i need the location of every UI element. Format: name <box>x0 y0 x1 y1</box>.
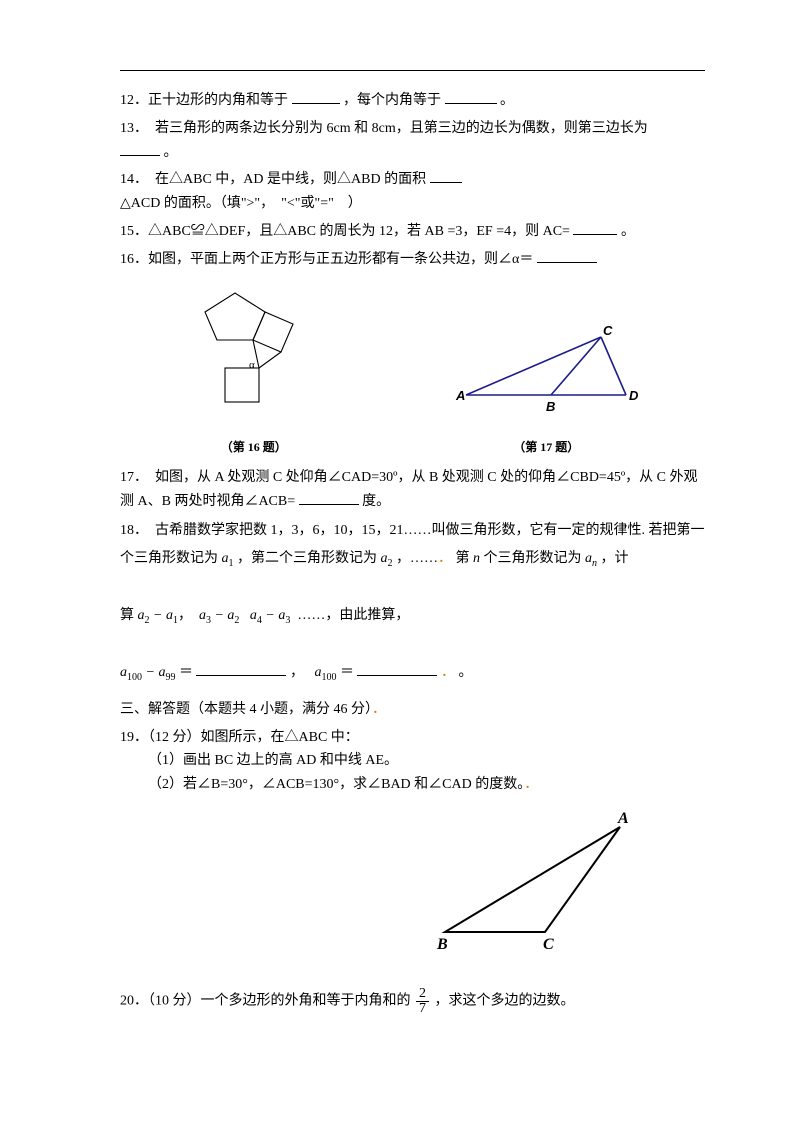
c1: ， <box>178 608 192 623</box>
figures-row: α （第 16 题） A B C D （第 17 题） <box>120 290 705 458</box>
orange-dot-4: ． <box>524 777 538 792</box>
q18-an: a <box>585 551 592 566</box>
figure-17-svg: A B C D <box>446 325 646 425</box>
q19-p2: （2）若∠B=30°，∠ACB=130°，求∠BAD 和∠CAD 的度数。 <box>148 777 524 792</box>
fig17-label-c: C <box>603 325 613 338</box>
orange-dot-1: ． <box>438 551 452 566</box>
q13-blank <box>120 155 160 156</box>
figure-16: α （第 16 题） <box>179 290 329 458</box>
question-15: 15．△ABC≌△DEF，且△ABC 的周长为 12，若 AB =3，EF =4… <box>120 220 705 244</box>
figure-17: A B C D （第 17 题） <box>446 325 646 458</box>
l3comma: ， <box>290 665 304 680</box>
e1a: a <box>138 608 145 623</box>
l3eq2: ＝ <box>340 665 358 680</box>
q18-l2b: ……，由此推算， <box>297 608 409 623</box>
fig17-label-d: D <box>629 388 639 403</box>
l3end: 。 <box>458 665 472 680</box>
question-12: 12．正十边形的内角和等于 ，每个内角等于 。 <box>120 89 705 113</box>
q17-text-a: 17． 如图，从 A 处观测 C 处仰角∠CAD=30º，从 B 处观测 C 处… <box>120 470 698 509</box>
e2s2: 2 <box>234 615 239 626</box>
top-rule <box>120 70 705 71</box>
q18-blank-2 <box>357 675 437 676</box>
orange-dot-3: ． <box>372 702 386 717</box>
question-17: 17． 如图，从 A 处观测 C 处仰角∠CAD=30º，从 B 处观测 C 处… <box>120 466 705 514</box>
q13-text-a: 13． 若三角形的两条边长分别为 6cm 和 8cm，且第三边的边长为偶数，则第… <box>120 121 648 136</box>
l3s3: 100 <box>321 672 336 683</box>
q14-blank <box>430 182 462 183</box>
q18-a1: a <box>222 551 229 566</box>
q15-blank <box>573 234 617 235</box>
e2m: − <box>211 608 227 623</box>
q18-l2a: 算 <box>120 608 134 623</box>
q15-text-a: 15．△ABC≌△DEF，且△ABC 的周长为 12，若 AB =3，EF =4… <box>120 224 570 239</box>
question-20: 20．（10 分）一个多边形的外角和等于内角和的 2 7 ，求这个多边的边数。 <box>120 987 705 1016</box>
q18-sn: n <box>592 558 597 569</box>
q12-blank-2 <box>445 103 497 104</box>
fig19-label-b: B <box>436 936 448 953</box>
e3a: a <box>250 608 257 623</box>
l3a: a <box>120 665 127 680</box>
alpha-label: α <box>249 359 255 371</box>
fig17-label-a: A <box>455 388 465 403</box>
q20-frac-num: 2 <box>416 987 429 1002</box>
q20-text-b: ，求这个多边的边数。 <box>435 994 575 1009</box>
q18-blank-1 <box>196 675 286 676</box>
l3eq: ＝ <box>179 665 197 680</box>
e3m: − <box>262 608 278 623</box>
figure-19: A B C <box>120 807 645 957</box>
q12-text-c: 。 <box>500 93 514 108</box>
e1b: a <box>166 608 173 623</box>
question-18: 18． 古希腊数学家把数 1，3，6，10，15，21……叫做三角形数，它有一定… <box>120 517 705 687</box>
q18-a2: a <box>381 551 388 566</box>
l3m: − <box>142 665 158 680</box>
question-14: 14． 在△ABC 中，AD 是中线，则△ABD 的面积 △ACD 的面积。（填… <box>120 168 705 216</box>
q15-text-b: 。 <box>621 224 635 239</box>
q16-text-a: 16．如图，平面上两个正方形与正五边形都有一条公共边，则∠α＝ <box>120 252 533 267</box>
q20-frac-den: 7 <box>416 1002 429 1016</box>
fig19-label-a: A <box>617 810 629 827</box>
e1m: − <box>150 608 166 623</box>
e2a: a <box>199 608 206 623</box>
q18-l1c: ，…… <box>396 551 438 566</box>
figure-16-svg: α <box>179 290 329 425</box>
q12-blank-1 <box>292 103 340 104</box>
l3s1: 100 <box>127 672 142 683</box>
q20-text-a: 20．（10 分）一个多边形的外角和等于内角和的 <box>120 994 411 1009</box>
q13-text-b: 。 <box>164 145 178 160</box>
q19-p1: （1）画出 BC 边上的高 AD 和中线 AE。 <box>148 753 398 768</box>
q14-text-a: 14． 在△ABC 中，AD 是中线，则△ABD 的面积 <box>120 172 426 187</box>
section-3-title: 三、解答题（本题共 4 小题，满分 46 分）． <box>120 698 705 722</box>
q19-head: 19．（12 分）如图所示，在△ABC 中： <box>120 730 359 745</box>
q18-n: n <box>473 551 480 566</box>
figure-17-caption: （第 17 题） <box>446 437 646 457</box>
q17-text-b: 度。 <box>362 494 390 509</box>
fig17-label-b: B <box>546 399 555 414</box>
figure-19-svg: A B C <box>415 807 645 957</box>
fig19-label-c: C <box>543 936 554 953</box>
q17-blank <box>299 504 359 505</box>
page: 12．正十边形的内角和等于 ，每个内角等于 。 13． 若三角形的两条边长分别为… <box>0 0 800 1132</box>
q16-blank <box>537 262 597 263</box>
q18-l1b: ，第二个三角形数记为 <box>237 551 377 566</box>
figure-16-caption: （第 16 题） <box>179 437 329 457</box>
q20-fraction: 2 7 <box>416 987 429 1016</box>
e3s2: 3 <box>285 615 290 626</box>
q12-text-a: 12．正十边形的内角和等于 <box>120 93 288 108</box>
question-13: 13． 若三角形的两条边长分别为 6cm 和 8cm，且第三边的边长为偶数，则第… <box>120 117 705 165</box>
q18-l1d: 第 <box>456 551 470 566</box>
q18-l1e: 个三角形数记为 <box>484 551 582 566</box>
q12-text-b: ，每个内角等于 <box>343 93 441 108</box>
question-19: 19．（12 分）如图所示，在△ABC 中： （1）画出 BC 边上的高 AD … <box>120 726 705 797</box>
q18-l1f: ，计 <box>601 551 629 566</box>
question-16: 16．如图，平面上两个正方形与正五边形都有一条公共边，则∠α＝ <box>120 248 705 272</box>
q18-s2: 2 <box>388 558 393 569</box>
orange-dot-2: ． <box>441 665 455 680</box>
l3s2: 99 <box>165 672 175 683</box>
q14-text-b: △ACD 的面积。（填">"， "<"或"=" ） <box>120 196 362 211</box>
q18-s1: 1 <box>229 558 234 569</box>
sec3-text: 三、解答题（本题共 4 小题，满分 46 分） <box>120 702 372 717</box>
